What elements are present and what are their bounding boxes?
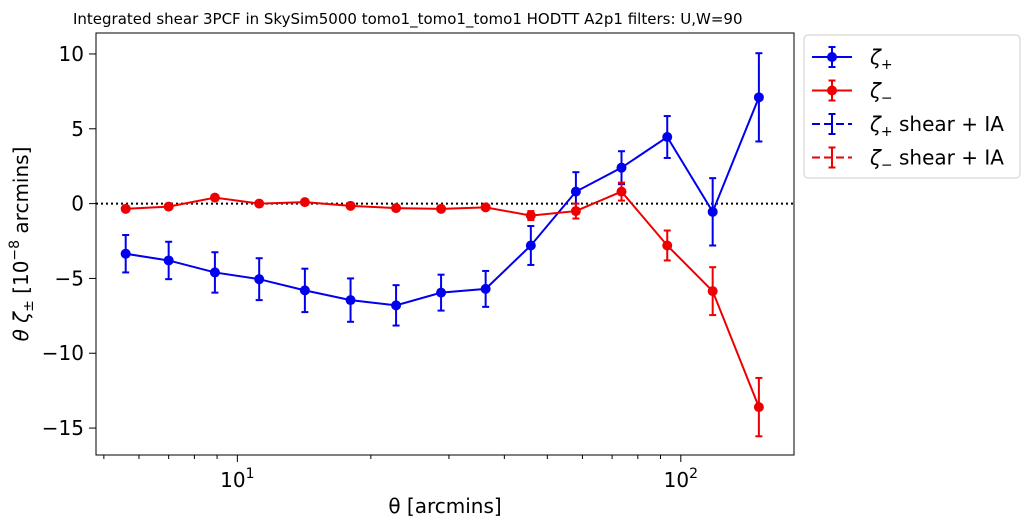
data-point-0-2 [209,267,220,278]
data-point-1-10 [570,206,581,217]
data-point-0-10 [570,186,581,197]
data-point-1-8 [480,202,491,213]
plot-frame [95,32,795,456]
plot-area [96,52,794,438]
x-tick-label-0: 101 [220,466,254,492]
y-axis-label: θ ζ± [10−8 arcmins] [7,147,37,342]
y-tick-label-5: −15 [42,416,84,440]
data-point-1-4 [299,197,310,208]
data-point-0-7 [436,287,447,298]
legend-label-3: ζ− shear + IA [869,146,1004,174]
legend-label-1: ζ− [869,79,893,107]
legend-label-subscript-2: + [881,124,893,140]
y-axis-label-close: arcmins] [9,147,33,240]
y-axis-label-open: [10 [9,261,33,301]
legend: ζ+ζ−ζ+ shear + IAζ− shear + IA [803,34,1021,179]
data-point-0-3 [254,274,265,285]
legend-label-suffix-3: shear + IA [893,146,1005,170]
data-point-1-2 [209,192,220,203]
legend-marker-1 [827,85,837,96]
x-tick-label-exp-1: 2 [689,466,698,482]
data-point-1-1 [163,201,174,212]
x-tick-label-exp-0: 1 [246,466,255,482]
legend-entry-2: ζ+ shear + IA [812,112,1004,140]
data-point-1-0 [120,203,131,214]
data-point-0-9 [525,240,536,251]
x-tick-label-base-0: 10 [220,468,245,492]
legend-label-subscript-0: + [881,57,893,73]
legend-label-2: ζ+ shear + IA [869,112,1004,140]
x-axis-label: θ [arcmins] [388,494,501,518]
legend-entry-1: ζ− [812,79,893,107]
data-point-0-13 [707,206,718,217]
legend-label-suffix-2: shear + IA [893,112,1005,136]
data-point-0-5 [345,295,356,306]
data-point-0-4 [299,285,310,296]
data-point-1-3 [254,198,265,209]
legend-label-subscript-1: − [881,91,893,107]
data-point-0-8 [480,283,491,294]
data-point-0-14 [753,92,764,103]
y-tick-label-1: 5 [71,117,84,141]
y-tick-label-0: 10 [59,42,84,66]
data-point-1-13 [707,286,718,297]
y-tick-label-2: 0 [71,192,84,216]
data-point-1-7 [436,203,447,214]
legend-entry-0: ζ+ [812,45,893,73]
x-tick-label-1: 102 [664,466,698,492]
legend-label-symbol-2: ζ [869,112,882,136]
legend-label-symbol-3: ζ [869,146,882,170]
legend-label-symbol-1: ζ [869,79,882,103]
data-point-1-12 [662,240,673,251]
x-axis-label-text: θ [arcmins] [388,494,501,518]
y-axis-label-subscript: ± [21,300,37,312]
data-point-0-6 [391,300,402,311]
chart-title: Integrated shear 3PCF in SkySim5000 tomo… [73,10,743,29]
data-point-0-1 [163,255,174,266]
data-point-0-12 [662,132,673,143]
data-point-1-14 [753,402,764,413]
data-point-1-6 [391,203,402,214]
y-axis-label-symbol: θ ζ [9,311,33,342]
data-point-0-0 [120,248,131,259]
data-point-0-11 [616,162,627,173]
legend-label-symbol-0: ζ [869,45,882,69]
data-point-1-9 [525,210,536,221]
legend-label-0: ζ+ [869,45,893,73]
y-tick-label-3: −5 [55,266,84,290]
legend-marker-0 [827,52,837,62]
x-tick-label-base-1: 10 [664,468,689,492]
series-line-1 [125,190,760,408]
y-axis-label-exponent: −8 [7,240,23,261]
legend-label-subscript-3: − [881,158,893,174]
data-point-1-5 [345,200,356,211]
legend-frame [803,34,1021,179]
y-tick-label-4: −10 [42,341,84,365]
legend-entry-3: ζ− shear + IA [812,146,1004,174]
data-point-1-11 [616,186,627,197]
